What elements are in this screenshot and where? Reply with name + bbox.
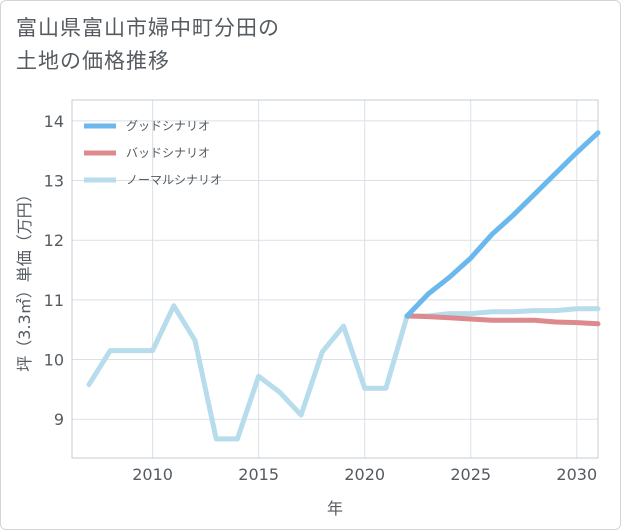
x-tick-label: 2015 (238, 465, 279, 484)
plot-area (71, 99, 599, 459)
chart-title-line-2: 土地の価格推移 (16, 49, 170, 73)
y-tick-label: 12 (44, 231, 64, 250)
x-tick-label: 2010 (132, 465, 173, 484)
series-lines (86, 130, 601, 442)
y-axis-ticks: 9 10 11 12 13 14 (44, 112, 64, 429)
y-tick-label: 13 (44, 172, 64, 191)
legend-label: ノーマルシナリオ (126, 173, 222, 187)
x-tick-label: 2030 (556, 465, 597, 484)
x-tick-label: 2025 (450, 465, 491, 484)
chart-title-line-1: 富山県富山市婦中町分田の (16, 16, 280, 40)
series-line-0 (404, 130, 601, 319)
y-tick-label: 14 (44, 112, 64, 131)
legend-label: グッドシナリオ (126, 119, 210, 133)
x-axis-ticks: 2010 2015 2020 2025 2030 (132, 465, 597, 484)
y-tick-label: 10 (44, 351, 64, 370)
y-axis-label: 坪（3.3㎡）単価（万円） (15, 186, 34, 371)
y-tick-label: 11 (44, 291, 64, 310)
y-tick-label: 9 (54, 410, 64, 429)
grid (72, 100, 598, 458)
series-line-1 (404, 313, 601, 327)
series-line-2 (86, 303, 601, 442)
chart-title: 富山県富山市婦中町分田の 土地の価格推移 (16, 12, 280, 78)
x-axis-label: 年 (327, 499, 343, 518)
legend-label: バッドシナリオ (126, 146, 210, 160)
x-tick-label: 2020 (344, 465, 385, 484)
